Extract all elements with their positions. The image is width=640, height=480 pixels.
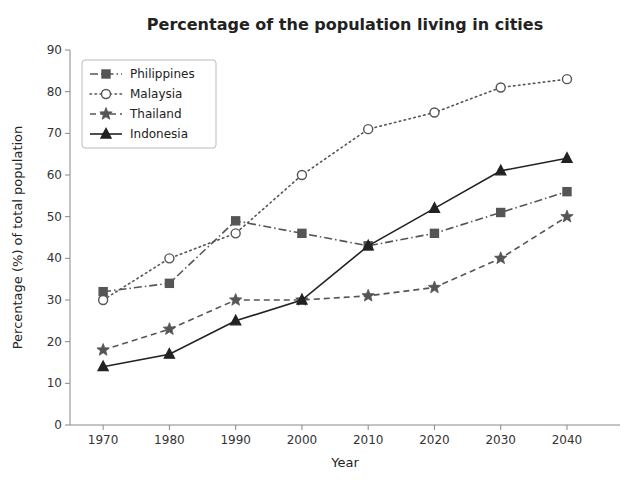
point: [428, 281, 440, 293]
y-tick: [65, 425, 70, 426]
x-tick: [301, 425, 302, 430]
legend-item: Malaysia: [90, 87, 182, 101]
x-tick-label: 2020: [419, 433, 450, 447]
legend-item: Thailand: [90, 107, 182, 121]
legend-label: Malaysia: [130, 87, 182, 101]
y-tick: [65, 216, 70, 217]
axes: 1970198019902000201020202030204001020304…: [10, 43, 620, 470]
chart: Percentage of the population living in c…: [0, 0, 640, 480]
point: [164, 349, 174, 359]
y-tick: [65, 300, 70, 301]
x-tick: [235, 425, 236, 430]
series: [99, 188, 571, 296]
y-tick-label: 60: [47, 168, 62, 182]
point: [232, 217, 240, 225]
point: [231, 315, 241, 325]
point: [296, 294, 308, 306]
point: [429, 203, 439, 213]
series: [99, 75, 572, 305]
x-tick: [103, 425, 104, 430]
legend-item: Indonesia: [90, 127, 188, 141]
y-axis-label: Percentage (%) of total population: [10, 126, 25, 350]
x-axis-line: [70, 425, 620, 426]
series: [97, 210, 573, 355]
series-line: [103, 79, 567, 300]
x-tick-label: 2000: [287, 433, 318, 447]
x-axis-label: Year: [330, 455, 359, 470]
series-line: [103, 217, 567, 350]
point: [430, 229, 438, 237]
y-tick-label: 50: [47, 210, 62, 224]
point: [297, 295, 307, 305]
y-tick-label: 0: [54, 418, 62, 432]
y-tick-label: 20: [47, 335, 62, 349]
y-axis-line: [70, 50, 71, 425]
point: [298, 229, 306, 237]
y-tick-label: 30: [47, 293, 62, 307]
point: [562, 153, 572, 163]
x-tick: [500, 425, 501, 430]
x-tick: [169, 425, 170, 430]
y-tick-label: 80: [47, 85, 62, 99]
point: [363, 240, 373, 250]
y-tick-label: 10: [47, 376, 62, 390]
x-tick-label: 2030: [485, 433, 516, 447]
legend-item: Philippines: [90, 67, 195, 81]
point: [496, 165, 506, 175]
point: [430, 108, 439, 117]
y-tick: [65, 175, 70, 176]
legend-label: Indonesia: [130, 127, 188, 141]
point: [165, 254, 174, 263]
point: [496, 83, 505, 92]
x-tick: [368, 425, 369, 430]
point: [231, 229, 240, 238]
plot-area: [97, 75, 573, 371]
x-tick-label: 2010: [353, 433, 384, 447]
y-tick-label: 40: [47, 251, 62, 265]
point: [497, 209, 505, 217]
y-tick: [65, 133, 70, 134]
title: Percentage of the population living in c…: [147, 15, 543, 34]
x-tick-label: 2040: [552, 433, 583, 447]
legend-marker: [100, 108, 112, 120]
legend-label: Thailand: [129, 107, 182, 121]
legend-marker: [102, 70, 110, 78]
legend: Philippines Malaysia Thailand Indonesia: [82, 60, 216, 148]
point: [495, 252, 507, 264]
y-tick: [65, 258, 70, 259]
y-tick: [65, 341, 70, 342]
point: [98, 361, 108, 371]
y-tick: [65, 50, 70, 51]
x-tick-label: 1980: [154, 433, 185, 447]
point: [99, 296, 108, 305]
series-line: [103, 158, 567, 366]
point: [364, 125, 373, 134]
series: [98, 153, 572, 371]
legend-marker: [102, 90, 111, 99]
y-tick-label: 70: [47, 126, 62, 140]
point: [97, 344, 109, 356]
y-tick: [65, 383, 70, 384]
x-tick-label: 1990: [220, 433, 251, 447]
legend-box: [82, 60, 216, 148]
legend-label: Philippines: [130, 67, 195, 81]
point: [561, 210, 573, 222]
x-tick: [566, 425, 567, 430]
point: [99, 288, 107, 296]
point: [362, 289, 374, 301]
legend-marker: [101, 129, 111, 139]
x-tick: [434, 425, 435, 430]
series-line: [103, 192, 567, 292]
point: [165, 279, 173, 287]
point: [562, 75, 571, 84]
point: [563, 188, 571, 196]
x-tick-label: 1970: [88, 433, 119, 447]
point: [163, 323, 175, 335]
point: [297, 171, 306, 180]
point: [229, 294, 241, 306]
y-tick: [65, 91, 70, 92]
y-tick-label: 90: [47, 43, 62, 57]
